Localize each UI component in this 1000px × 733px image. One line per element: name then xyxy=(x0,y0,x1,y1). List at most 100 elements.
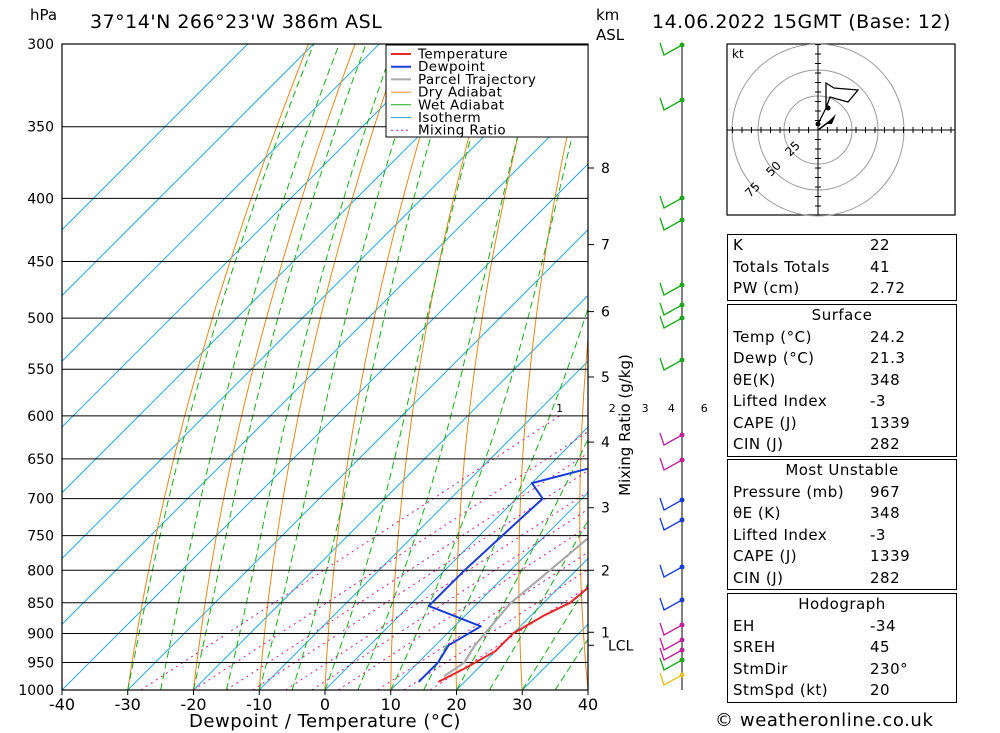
mu-label: Pressure (mb) xyxy=(733,482,845,501)
dry-adiabat-line xyxy=(959,44,1000,690)
wind-barb-icon xyxy=(659,432,683,446)
mixing-ratio-label: 1 xyxy=(556,402,563,415)
wet-adiabat-line xyxy=(324,44,499,690)
hodograph: kt 25 50 75 xyxy=(726,43,956,217)
most-unstable-row: Lifted Index -3 xyxy=(728,525,956,547)
mu-value: 348 xyxy=(870,504,901,522)
isotherm-line xyxy=(193,294,588,690)
wet-adiabat-line xyxy=(127,44,315,690)
hodo-value: -34 xyxy=(870,616,896,635)
mu-label: CAPE (J) xyxy=(733,547,798,565)
pressure-tick-label: 700 xyxy=(27,492,54,508)
index-row: PW (cm) 2.72 xyxy=(728,278,956,300)
wind-barb-icon xyxy=(659,564,683,578)
surface-label: Dewp (°C) xyxy=(733,349,815,367)
surface-value: 282 xyxy=(870,435,901,453)
mixing-ratio-label: 4 xyxy=(668,402,675,415)
hodo-label: StmSpd (kt) xyxy=(733,681,829,699)
surface-label: CIN (J) xyxy=(733,435,784,453)
dewpoint-line xyxy=(417,467,588,683)
isotherm-line xyxy=(258,360,588,690)
wind-barbs xyxy=(659,42,685,686)
mixing-ratio-label: 2 xyxy=(609,402,616,415)
wind-barb-icon xyxy=(659,657,683,671)
index-label: K xyxy=(733,236,744,254)
hodograph-stats-table: Hodograph EH -34 SREH 45 StmDir 230° StmSpd… xyxy=(727,593,957,703)
surface-row: θE(K) 348 xyxy=(728,370,956,392)
pressure-tick-label: 900 xyxy=(27,626,54,642)
index-row: K 22 xyxy=(728,235,956,257)
mu-label: θE (K) xyxy=(733,504,781,522)
dry-adiabat-line xyxy=(455,44,542,690)
dry-adiabat-line xyxy=(639,44,682,690)
hodograph-stats-row: StmSpd (kt) 20 xyxy=(728,680,956,702)
index-label: PW (cm) xyxy=(733,279,800,297)
km-tick-label: 6 xyxy=(601,305,610,321)
hodograph-stats-title: Hodograph xyxy=(798,595,886,613)
surface-value: -3 xyxy=(870,392,886,410)
surface-row: Lifted Index -3 xyxy=(728,391,956,413)
surface-row: Dewp (°C) 21.3 xyxy=(728,348,956,370)
km-tick-label: 1 xyxy=(601,625,610,641)
isotherm-line xyxy=(62,97,588,625)
isotherm-line xyxy=(456,557,588,690)
wind-barb-icon xyxy=(659,217,683,231)
pressure-tick-label: 650 xyxy=(27,452,54,468)
most-unstable-table: Most Unstable Pressure (mb) 967 θE (K) 348… xyxy=(727,459,957,590)
wet-adiabat-line xyxy=(456,437,588,690)
temperature-tick-label: -30 xyxy=(115,695,141,714)
isotherm-line xyxy=(62,44,577,560)
wind-barb-icon xyxy=(659,597,683,611)
wind-barb-icon xyxy=(659,457,683,471)
indices-table: K 22 Totals Totals 41 PW (cm) 2.72 xyxy=(727,234,957,301)
pressure-tick-label: 1000 xyxy=(18,683,54,699)
wind-barb-icon xyxy=(659,497,683,511)
credit-link[interactable]: © weatheronline.co.uk xyxy=(715,710,934,731)
mu-value: -3 xyxy=(870,525,886,544)
x-axis-title: Dewpoint / Temperature (°C) xyxy=(189,711,461,732)
mu-label: CIN (J) xyxy=(733,568,784,587)
legend-label: Wet Adiabat xyxy=(418,97,505,113)
pressure-unit-label: hPa xyxy=(30,6,57,24)
isotherm-line xyxy=(62,44,446,428)
mu-label: Lifted Index xyxy=(733,525,828,544)
most-unstable-row: θE (K) 348 xyxy=(728,503,956,525)
temperature-tick-label: 10 xyxy=(381,695,401,714)
km-tick-label: 2 xyxy=(601,563,610,579)
datetime-title: 14.06.2022 15GMT (Base: 12) xyxy=(652,11,951,33)
pressure-tick-label: 450 xyxy=(27,255,54,271)
pressure-tick-label: 400 xyxy=(27,191,54,207)
surface-value: 348 xyxy=(870,370,901,389)
storm-motion-line xyxy=(817,117,835,131)
wind-barb-icon xyxy=(659,637,683,651)
surface-value: 21.3 xyxy=(870,349,906,367)
hodograph-point xyxy=(825,105,831,111)
hodo-label: EH xyxy=(733,616,755,635)
dry-adiabat-line xyxy=(258,44,403,690)
mu-value: 282 xyxy=(870,568,901,587)
surface-title: Surface xyxy=(811,306,873,324)
temperature-line xyxy=(437,586,588,683)
mixing-ratio-axis-title: Mixing Ratio (g/kg) xyxy=(616,354,634,496)
legend-label: Dewpoint xyxy=(418,59,485,75)
wet-adiabat-line xyxy=(390,69,588,690)
most-unstable-title: Most Unstable xyxy=(785,461,899,479)
mixing-ratio-label: 3 xyxy=(642,402,649,415)
parcel-trajectory-line xyxy=(443,536,588,678)
most-unstable-row: CIN (J) 282 xyxy=(728,568,956,590)
mu-value: 967 xyxy=(870,482,901,501)
most-unstable-row: CAPE (J) 1339 xyxy=(728,546,956,568)
wind-barb-icon xyxy=(659,302,683,316)
mu-value: 1339 xyxy=(870,547,911,565)
index-value: 2.72 xyxy=(870,279,906,297)
wind-barb-icon xyxy=(659,647,683,661)
hodograph-point xyxy=(815,121,821,127)
km-tick-label: 4 xyxy=(601,435,610,451)
km-tick-label: 7 xyxy=(601,238,610,254)
hodo-value: 20 xyxy=(870,681,891,699)
temperature-tick-label: 0 xyxy=(320,695,330,714)
isotherm-line xyxy=(62,44,314,297)
km-tick-label: 8 xyxy=(601,161,610,177)
wet-adiabat-line xyxy=(521,583,588,690)
